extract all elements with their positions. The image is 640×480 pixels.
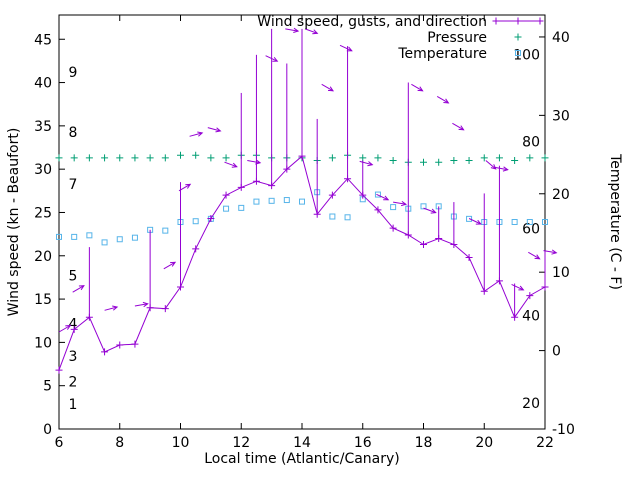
temperature-series	[56, 189, 548, 246]
y-axis-left-label: Wind speed (kn - Beaufort)	[6, 127, 22, 317]
svg-text:20: 20	[522, 396, 540, 412]
svg-text:0: 0	[43, 422, 52, 438]
svg-text:10: 10	[34, 335, 52, 351]
svg-text:10: 10	[552, 265, 570, 281]
svg-text:20: 20	[34, 249, 52, 265]
svg-text:5: 5	[69, 269, 78, 285]
svg-text:25: 25	[34, 205, 52, 221]
svg-text:14: 14	[293, 435, 311, 451]
svg-text:5: 5	[43, 379, 52, 395]
svg-text:12: 12	[232, 435, 250, 451]
svg-text:30: 30	[34, 162, 52, 178]
svg-text:20: 20	[475, 435, 493, 451]
svg-text:6: 6	[55, 435, 64, 451]
wind-gust-bars	[88, 28, 546, 318]
svg-text:10: 10	[172, 435, 190, 451]
svg-text:8: 8	[69, 125, 78, 141]
svg-text:-10: -10	[552, 422, 575, 438]
y-left-axis-ticks: 0 5 10 15 20 25 30 35 40 45	[34, 32, 65, 438]
fahrenheit-scale-labels: 20 40 60 80 100	[513, 47, 540, 411]
svg-text:3: 3	[69, 349, 78, 365]
svg-text:20: 20	[552, 187, 570, 203]
wind-direction-arrows	[58, 27, 558, 333]
svg-text:80: 80	[522, 135, 540, 151]
y-right-axis-ticks: -10 0 10 20 30 40	[539, 30, 575, 438]
legend: Wind speed, gusts, and directionPressure…	[257, 14, 544, 62]
svg-text:8: 8	[115, 435, 124, 451]
svg-text:40: 40	[552, 30, 570, 46]
svg-text:40: 40	[522, 309, 540, 325]
svg-text:22: 22	[536, 435, 554, 451]
svg-text:15: 15	[34, 292, 52, 308]
svg-text:Temperature: Temperature	[397, 46, 487, 62]
svg-text:Pressure: Pressure	[427, 30, 487, 46]
x-axis-label: Local time (Atlantic/Canary)	[204, 451, 400, 467]
svg-text:30: 30	[552, 108, 570, 124]
svg-text:16: 16	[354, 435, 372, 451]
svg-text:45: 45	[34, 32, 52, 48]
svg-text:18: 18	[415, 435, 433, 451]
svg-text:2: 2	[69, 374, 78, 390]
svg-text:1: 1	[69, 397, 78, 413]
svg-text:4: 4	[69, 316, 78, 332]
svg-text:9: 9	[69, 65, 78, 81]
svg-text:Wind speed, gusts, and directi: Wind speed, gusts, and direction	[257, 14, 487, 30]
y-axis-right-label: Temperature (C - F)	[607, 154, 623, 290]
svg-text:0: 0	[552, 344, 561, 360]
beaufort-scale-labels: 1 2 3 4 5 7 8 9	[69, 65, 78, 413]
svg-text:40: 40	[34, 76, 52, 92]
svg-text:35: 35	[34, 119, 52, 135]
svg-text:100: 100	[513, 47, 540, 63]
svg-text:60: 60	[522, 222, 540, 238]
svg-text:7: 7	[69, 177, 78, 193]
x-axis-ticks: 6 8 10 12 14 16 18 20 22	[55, 15, 554, 451]
wind-speed-line	[55, 152, 549, 374]
